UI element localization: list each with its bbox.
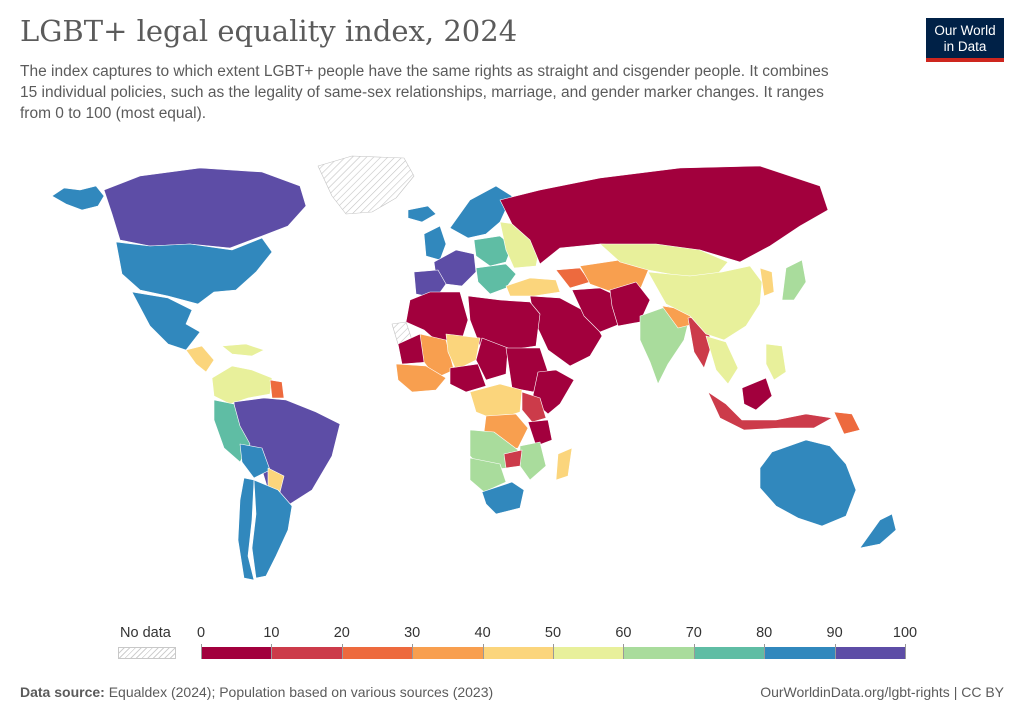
- region-usa[interactable]: [115, 237, 273, 305]
- region-indonesia[interactable]: [707, 391, 833, 431]
- legend-tick-label: 80: [756, 625, 773, 641]
- region-iceland[interactable]: [407, 205, 437, 223]
- region-madagascar[interactable]: [555, 447, 573, 481]
- region-mexico[interactable]: [131, 291, 201, 351]
- region-zimbabwe[interactable]: [503, 449, 523, 469]
- region-chile[interactable]: [237, 477, 255, 581]
- region-central-africa[interactable]: [469, 383, 523, 421]
- region-nigeria[interactable]: [449, 363, 487, 393]
- legend-tick-label: 50: [544, 625, 562, 641]
- region-colombia-venezuela[interactable]: [211, 365, 273, 405]
- legend-tick-mark: [271, 644, 273, 659]
- region-southeast-asia[interactable]: [705, 335, 739, 385]
- legend-tick-label: 20: [333, 625, 350, 641]
- region-philippines[interactable]: [765, 343, 787, 381]
- legend-bin[interactable]: [623, 647, 694, 659]
- logo-line-1: Our World: [934, 23, 996, 38]
- legend-tick-label: 60: [615, 625, 632, 641]
- region-caribbean[interactable]: [221, 343, 265, 357]
- region-guyana[interactable]: [269, 379, 285, 399]
- legend-tick-label: 40: [474, 625, 491, 641]
- region-turkey[interactable]: [505, 277, 561, 297]
- legend-tick-label: 90: [826, 625, 843, 641]
- legend-bin[interactable]: [271, 647, 342, 659]
- legend-tick-mark: [553, 644, 554, 659]
- data-source-label: Data source:: [20, 684, 105, 700]
- region-malaysia[interactable]: [741, 377, 773, 411]
- legend-tick-mark: [623, 644, 625, 659]
- legend-tick-mark: [834, 644, 836, 659]
- source-url[interactable]: OurWorldinData.org/lgbt-rights | CC BY: [760, 684, 1004, 700]
- region-central-europe[interactable]: [473, 235, 513, 267]
- region-new-zealand[interactable]: [859, 513, 897, 549]
- legend-tick-label: 30: [404, 625, 421, 641]
- legend-nodata-label: No data: [120, 625, 171, 641]
- legend-bin[interactable]: [764, 647, 835, 659]
- region-mali[interactable]: [419, 333, 455, 379]
- region-chad[interactable]: [475, 337, 509, 381]
- region-japan[interactable]: [781, 259, 807, 301]
- region-namibia-botswana[interactable]: [469, 457, 507, 493]
- region-bolivia[interactable]: [239, 443, 271, 479]
- region-tanzania[interactable]: [527, 419, 553, 447]
- legend-tick-label: 100: [892, 625, 918, 641]
- region-alaska[interactable]: [51, 185, 105, 211]
- legend-tick-mark: [201, 644, 202, 659]
- region-uk-ireland[interactable]: [423, 225, 447, 261]
- owid-logo[interactable]: Our World in Data: [926, 18, 1004, 62]
- legend-bin[interactable]: [341, 647, 413, 659]
- legend-tick-mark: [341, 644, 343, 659]
- region-west-africa-coast[interactable]: [395, 363, 447, 393]
- region-korea[interactable]: [759, 267, 775, 297]
- logo-line-2: in Data: [943, 39, 987, 54]
- data-source: Data source: Equaldex (2024); Population…: [20, 684, 493, 700]
- legend-tick-mark: [482, 644, 484, 659]
- region-central-america[interactable]: [185, 345, 215, 373]
- world-map[interactable]: [0, 140, 1024, 610]
- legend-bin[interactable]: [834, 647, 905, 659]
- legend-tick-mark: [764, 644, 766, 659]
- region-mozambique[interactable]: [519, 441, 547, 481]
- legend-bin[interactable]: [693, 647, 765, 659]
- legend-nodata-swatch[interactable]: [118, 647, 176, 659]
- legend-tick-label: 10: [263, 625, 280, 641]
- region-china[interactable]: [647, 265, 763, 341]
- legend-bin[interactable]: [201, 647, 272, 659]
- region-iberia[interactable]: [413, 269, 447, 299]
- region-east-africa[interactable]: [521, 391, 547, 423]
- legend-bin[interactable]: [412, 647, 483, 659]
- legend-bin[interactable]: [553, 647, 624, 659]
- legend-tick-label: 0: [196, 625, 206, 641]
- color-legend: No data 0 10 20 30 40 50 60 70 80 90 100: [0, 620, 1024, 670]
- region-canada[interactable]: [103, 167, 307, 249]
- region-south-africa[interactable]: [481, 481, 525, 515]
- chart-title: LGBT+ legal equality index, 2024: [20, 14, 518, 48]
- region-papua-new-guinea[interactable]: [833, 411, 861, 435]
- region-niger[interactable]: [445, 333, 481, 371]
- legend-tick-mark: [693, 644, 695, 659]
- legend-bin[interactable]: [482, 647, 553, 659]
- region-australia[interactable]: [759, 439, 857, 527]
- region-libya-egypt[interactable]: [467, 295, 541, 351]
- chart-subtitle: The index captures to which extent LGBT+…: [20, 63, 829, 122]
- legend-tick-mark: [905, 644, 906, 659]
- legend-tick-label: 70: [685, 625, 702, 641]
- region-argentina[interactable]: [251, 479, 293, 579]
- region-russia[interactable]: [499, 165, 829, 265]
- data-source-text: Equaldex (2024); Population based on var…: [104, 684, 494, 700]
- region-greenland[interactable]: [317, 155, 415, 215]
- legend-tick-mark: [412, 644, 414, 659]
